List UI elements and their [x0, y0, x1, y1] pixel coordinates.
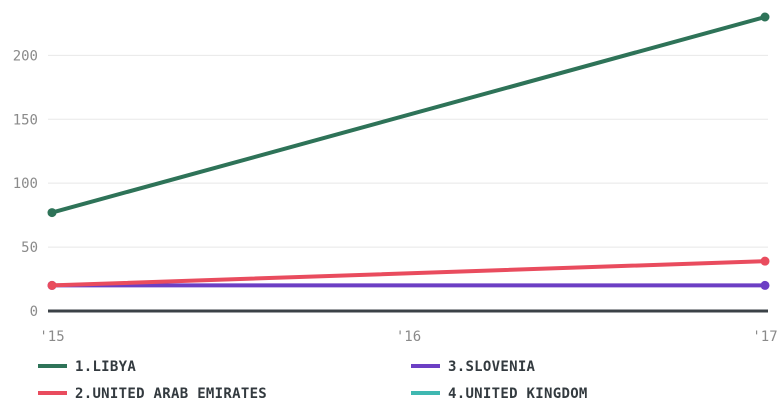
- gridlines: [48, 54, 768, 248]
- legend-label-2: 2.UNITED ARAB EMIRATES: [75, 386, 267, 402]
- legend-item-1: 1.LIBYA: [38, 359, 136, 375]
- data-point-2-1: [760, 256, 770, 266]
- x-axis-ticks: '15 '16 '17: [39, 329, 777, 345]
- legend-item-4: 4.UNITED KINGDOM: [411, 386, 588, 402]
- series-lines: [47, 12, 770, 290]
- y-tick-label-100: 100: [13, 176, 38, 192]
- y-tick-label-150: 150: [13, 112, 38, 128]
- data-point-2-0: [47, 280, 57, 290]
- x-tick-label-1: '16: [396, 329, 421, 345]
- series-line-2: [50, 259, 767, 288]
- data-point-3-1: [760, 280, 770, 290]
- y-axis-ticks: 0 50 100 150 200: [13, 48, 38, 320]
- legend-label-1: 1.LIBYA: [75, 359, 136, 375]
- y-tick-label-50: 50: [21, 240, 38, 256]
- legend-label-3: 3.SLOVENIA: [448, 359, 536, 375]
- data-point-1-1: [760, 12, 770, 22]
- series-line-1: [50, 15, 767, 215]
- x-tick-label-2: '17: [752, 329, 777, 345]
- x-tick-label-0: '15: [39, 329, 64, 345]
- data-point-1-0: [47, 208, 57, 218]
- legend-item-3: 3.SLOVENIA: [411, 359, 536, 375]
- legend: 1.LIBYA 2.UNITED ARAB EMIRATES 3.SLOVENIA 4…: [38, 359, 588, 402]
- y-tick-label-0: 0: [30, 304, 38, 320]
- y-tick-label-200: 200: [13, 48, 38, 64]
- legend-label-4: 4.UNITED KINGDOM: [448, 386, 588, 402]
- legend-item-2: 2.UNITED ARAB EMIRATES: [38, 386, 267, 402]
